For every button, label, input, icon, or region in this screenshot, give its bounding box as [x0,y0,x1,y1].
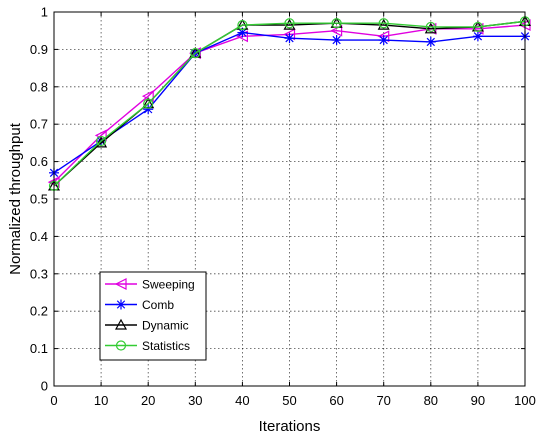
legend-item-statistics: Statistics [105,339,190,353]
legend-marker-sweeping [114,278,127,290]
data-point-comb [472,31,483,42]
x-tick-label: 60 [329,393,343,408]
y-tick-label: 0 [41,379,48,394]
grid [54,12,525,386]
y-tick-label: 0.8 [30,79,48,94]
x-tick-label: 90 [471,393,485,408]
data-point-statistics [284,18,295,29]
y-tick-label: 1 [41,5,48,20]
marker-stroke [332,35,341,45]
data-point-dynamic [283,18,296,30]
marker-stroke [144,105,153,114]
marker-stroke [473,32,483,41]
x-tick-label: 20 [141,393,155,408]
legend-item-dynamic: Dynamic [105,319,189,333]
legend-item-comb: Comb [105,298,174,312]
y-tick-label: 0.4 [30,229,48,244]
y-tick-label: 0.6 [30,154,48,169]
data-point-statistics [237,19,248,31]
y-tick-label: 0.7 [30,117,48,132]
data-point-statistics [378,18,389,29]
legend-marker-dynamic [114,318,128,330]
legend-marker-statistics [115,340,127,351]
legend-label-comb: Comb [142,298,174,312]
data-point-comb [143,104,154,115]
x-tick-label: 70 [376,393,390,408]
y-tick-label: 0.3 [30,266,48,281]
y-tick-label: 0.9 [30,42,48,57]
marker-stroke [285,34,294,43]
data-point-comb [331,35,342,46]
y-tick-label: 0.5 [30,192,48,207]
y-tick-label: 0.1 [30,341,48,356]
y-tick-label: 0.2 [30,304,48,319]
legend-label-dynamic: Dynamic [142,319,189,333]
data-point-comb [378,35,389,46]
series-line-statistics [53,20,526,187]
data-point-dynamic [377,18,390,30]
data-point-statistics [95,135,107,147]
data-point-dynamic [95,136,108,148]
x-tick-label: 50 [282,393,296,408]
marker-stroke [238,28,247,37]
data-point-dynamic [424,22,437,34]
x-tick-label: 30 [188,393,202,408]
data-point-statistics [190,48,201,59]
legend-marker-comb [116,299,126,310]
x-axis-title: Iterations [259,418,321,435]
data-point-statistics [425,21,436,33]
x-tick-label: 10 [94,393,108,408]
legend-label-statistics: Statistics [142,339,190,353]
x-tick-label: 80 [424,393,438,408]
ticks: 0 10 20 30 40 50 60 70 80 90 100 0 0.1 0.2 0.3 0.4 0.5 0.… [30,5,536,409]
marker-stroke [116,300,126,309]
x-tick-label: 0 [50,393,57,408]
x-tick-label: 100 [514,393,536,408]
data-point-comb [237,27,248,38]
y-axis-title: Normalized throughput [7,122,24,275]
data-point-statistics [143,98,154,109]
data-point-statistics [472,21,483,33]
marker-stroke [426,37,435,47]
legend: Sweeping Comb Dynamic Statistics [99,271,207,361]
x-tick-label: 40 [235,393,249,408]
legend-label-sweeping: Sweeping [142,278,195,292]
legend-item-sweeping: Sweeping [105,278,195,292]
data-point-comb [284,33,295,44]
data-point-comb [425,36,436,47]
data-point-statistics [331,18,342,29]
marker-stroke [379,35,388,45]
